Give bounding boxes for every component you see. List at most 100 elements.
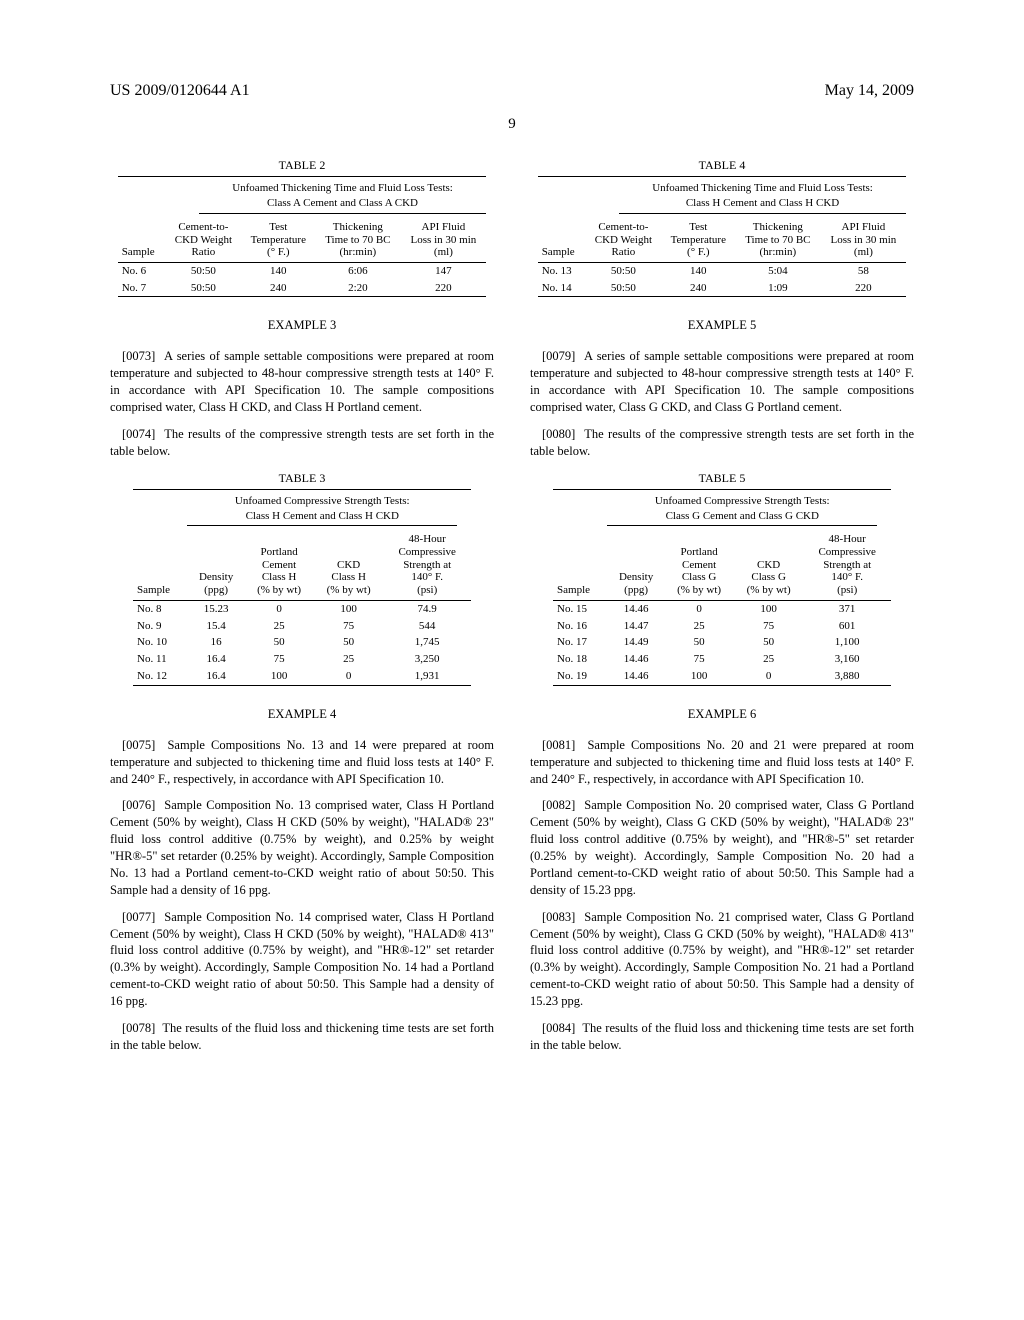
para-0081: [0081] Sample Compositions No. 20 and 21…	[530, 737, 914, 788]
table4-subcap-l2: Class H Cement and Class H CKD	[686, 197, 839, 209]
example6-heading: EXAMPLE 6	[530, 706, 914, 723]
para-num: [0075]	[122, 738, 155, 752]
t5-h-p1: Portland	[680, 546, 717, 558]
publication-date: May 14, 2009	[825, 82, 914, 100]
t3-h-sample: Sample	[137, 584, 170, 596]
table3-caption: TABLE 3	[110, 470, 494, 486]
t4-h-r3: Ratio	[611, 246, 635, 258]
page-header: US 2009/0120644 A1 May 14, 2009	[110, 82, 914, 100]
publication-number: US 2009/0120644 A1	[110, 82, 250, 100]
t2-h-temp1: Test	[269, 221, 287, 233]
t3-h-p3: Class H	[262, 571, 297, 583]
para-0083: [0083] Sample Composition No. 21 compris…	[530, 909, 914, 1010]
t3-h-c2: Class H	[331, 571, 366, 583]
para-0080: [0080] The results of the compressive st…	[530, 426, 914, 460]
table-row: No. 1814.4675253,160	[553, 651, 891, 668]
t5-h-c1: CKD	[757, 559, 780, 571]
t2-h-thick2: Time to 70 BC	[325, 234, 390, 246]
table-row: No. 1914.4610003,880	[553, 668, 891, 685]
table-row: No. 1350:501405:0458	[538, 262, 907, 279]
page-number: 9	[110, 116, 914, 133]
para-num: [0082]	[542, 798, 575, 812]
t3-h-c1: CKD	[337, 559, 360, 571]
t3-h-s3: Strength at	[403, 559, 451, 571]
t3-h-s4: 140° F.	[411, 571, 443, 583]
t3-h-s5: (psi)	[417, 584, 437, 596]
t2-h-thick3: (hr:min)	[340, 246, 377, 258]
table-row: No. 1116.475253,250	[133, 651, 471, 668]
table-row: No. 1714.4950501,100	[553, 634, 891, 651]
right-column: TABLE 4 Unfoamed Thickening Time and Flu…	[530, 151, 914, 1064]
table-row: No. 650:501406:06147	[118, 262, 487, 279]
t5-h-s1: 48-Hour	[829, 533, 866, 545]
table2-caption: TABLE 2	[110, 157, 494, 173]
para-text: A series of sample settable compositions…	[530, 349, 914, 414]
table-row: No. 1614.472575601	[553, 618, 891, 635]
para-text: The results of the fluid loss and thicke…	[110, 1021, 494, 1052]
para-text: Sample Composition No. 21 comprised wate…	[530, 910, 914, 1008]
t5-h-p2: Cement	[682, 559, 716, 571]
table-row: No. 750:502402:20220	[118, 280, 487, 297]
para-num: [0081]	[542, 738, 575, 752]
t3-h-d1: Density	[199, 571, 233, 583]
table4-caption: TABLE 4	[530, 157, 914, 173]
para-num: [0078]	[122, 1021, 155, 1035]
para-num: [0076]	[122, 798, 155, 812]
t3-h-p2: Cement	[262, 559, 296, 571]
t5-h-p4: (% by wt)	[677, 584, 721, 596]
para-text: The results of the fluid loss and thicke…	[530, 1021, 914, 1052]
t4-h-t2: Temperature	[671, 234, 726, 246]
para-0073: [0073] A series of sample settable compo…	[110, 348, 494, 416]
para-num: [0079]	[542, 349, 575, 363]
para-num: [0084]	[542, 1021, 575, 1035]
table-row: No. 815.23010074.9	[133, 600, 471, 617]
t2-h-fluid2: Loss in 30 min	[411, 234, 477, 246]
table5: Unfoamed Compressive Strength Tests: Cla…	[553, 489, 891, 686]
t5-h-sample: Sample	[557, 584, 590, 596]
para-num: [0080]	[542, 427, 575, 441]
table3: Unfoamed Compressive Strength Tests: Cla…	[133, 489, 471, 686]
t2-h-sample: Sample	[122, 246, 155, 258]
t2-h-ratio2: CKD Weight	[175, 234, 232, 246]
t2-h-temp3: (° F.)	[267, 246, 289, 258]
t3-h-d2: (ppg)	[204, 584, 228, 596]
para-text: Sample Compositions No. 20 and 21 were p…	[530, 738, 914, 786]
t3-h-s2: Compressive	[398, 546, 455, 558]
t3-h-p4: (% by wt)	[257, 584, 301, 596]
para-0084: [0084] The results of the fluid loss and…	[530, 1020, 914, 1054]
para-text: The results of the compressive strength …	[530, 427, 914, 458]
t4-h-r1: Cement-to-	[598, 221, 648, 233]
t4-h-r2: CKD Weight	[595, 234, 652, 246]
t2-h-temp2: Temperature	[251, 234, 306, 246]
example4-heading: EXAMPLE 4	[110, 706, 494, 723]
table2-subcap-l2: Class A Cement and Class A CKD	[267, 197, 418, 209]
t3-h-s1: 48-Hour	[409, 533, 446, 545]
para-num: [0077]	[122, 910, 155, 924]
table2: Unfoamed Thickening Time and Fluid Loss …	[118, 176, 487, 297]
para-0079: [0079] A series of sample settable compo…	[530, 348, 914, 416]
t4-h-f3: (ml)	[854, 246, 873, 258]
t5-h-c3: (% by wt)	[747, 584, 791, 596]
t4-h-f1: API Fluid	[842, 221, 886, 233]
t5-h-s3: Strength at	[823, 559, 871, 571]
table2-body: No. 650:501406:06147 No. 750:502402:2022…	[118, 262, 487, 297]
left-column: TABLE 2 Unfoamed Thickening Time and Flu…	[110, 151, 494, 1064]
t4-h-t3: (° F.)	[687, 246, 709, 258]
table-row: No. 1450:502401:09220	[538, 280, 907, 297]
table4-subcap-l1: Unfoamed Thickening Time and Fluid Loss …	[652, 182, 873, 194]
t4-h-k3: (hr:min)	[760, 246, 797, 258]
t4-h-k2: Time to 70 BC	[745, 234, 810, 246]
table3-subcap-l2: Class H Cement and Class H CKD	[246, 510, 399, 522]
page-container: US 2009/0120644 A1 May 14, 2009 9 TABLE …	[0, 0, 1024, 1320]
t4-h-f2: Loss in 30 min	[831, 234, 897, 246]
table3-body: No. 815.23010074.9 No. 915.42575544 No. …	[133, 600, 471, 685]
para-text: The results of the compressive strength …	[110, 427, 494, 458]
para-0078: [0078] The results of the fluid loss and…	[110, 1020, 494, 1054]
para-0076: [0076] Sample Composition No. 13 compris…	[110, 797, 494, 898]
t5-h-p3: Class G	[682, 571, 717, 583]
t5-h-s4: 140° F.	[831, 571, 863, 583]
para-text: A series of sample settable compositions…	[110, 349, 494, 414]
t3-h-c3: (% by wt)	[327, 584, 371, 596]
t5-h-s2: Compressive	[818, 546, 875, 558]
t2-h-ratio1: Cement-to-	[178, 221, 228, 233]
